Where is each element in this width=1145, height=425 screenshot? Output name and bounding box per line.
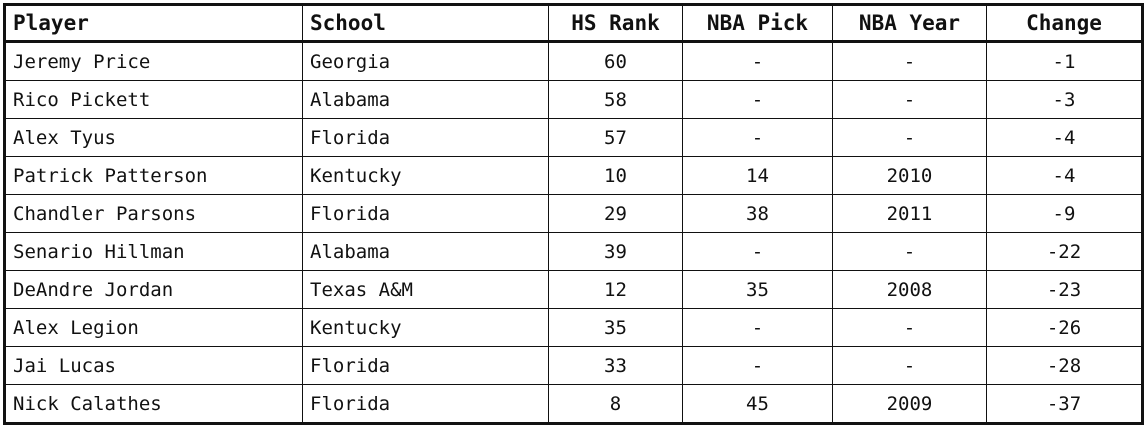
- column-header-player: Player: [3, 3, 303, 43]
- players-table: Player School HS Rank NBA Pick NBA Year …: [3, 3, 1144, 425]
- cell-change: -28: [986, 346, 1144, 385]
- cell-nba-year: 2011: [832, 194, 987, 233]
- cell-change: -22: [986, 232, 1144, 271]
- cell-player: Patrick Patterson: [3, 156, 303, 195]
- cell-player: Alex Legion: [3, 308, 303, 347]
- cell-change: -1: [986, 41, 1144, 81]
- cell-hs-rank: 35: [548, 308, 683, 347]
- cell-nba-year: -: [832, 41, 987, 81]
- cell-school: Florida: [302, 384, 549, 425]
- column-header-change: Change: [986, 3, 1144, 43]
- cell-nba-pick: -: [682, 41, 833, 81]
- cell-school: Georgia: [302, 41, 549, 81]
- column-header-nba-year: NBA Year: [832, 3, 987, 43]
- cell-school: Kentucky: [302, 156, 549, 195]
- cell-player: Senario Hillman: [3, 232, 303, 271]
- cell-player: Alex Tyus: [3, 118, 303, 157]
- cell-nba-year: -: [832, 80, 987, 119]
- table-row: Chandler Parsons Florida 29 38 2011 -9: [3, 194, 1144, 233]
- cell-hs-rank: 58: [548, 80, 683, 119]
- cell-school: Florida: [302, 346, 549, 385]
- cell-hs-rank: 12: [548, 270, 683, 309]
- players-table-container: Player School HS Rank NBA Pick NBA Year …: [3, 3, 1144, 425]
- table-row: Jeremy Price Georgia 60 - - -1: [3, 41, 1144, 81]
- cell-hs-rank: 39: [548, 232, 683, 271]
- cell-nba-pick: 14: [682, 156, 833, 195]
- cell-hs-rank: 57: [548, 118, 683, 157]
- cell-nba-pick: -: [682, 118, 833, 157]
- cell-change: -9: [986, 194, 1144, 233]
- cell-player: DeAndre Jordan: [3, 270, 303, 309]
- cell-change: -4: [986, 156, 1144, 195]
- cell-nba-pick: -: [682, 232, 833, 271]
- table-row: Patrick Patterson Kentucky 10 14 2010 -4: [3, 156, 1144, 195]
- cell-school: Alabama: [302, 80, 549, 119]
- table-header-row: Player School HS Rank NBA Pick NBA Year …: [3, 3, 1144, 43]
- cell-nba-year: 2010: [832, 156, 987, 195]
- cell-change: -26: [986, 308, 1144, 347]
- cell-player: Jai Lucas: [3, 346, 303, 385]
- cell-school: Kentucky: [302, 308, 549, 347]
- table-row: Jai Lucas Florida 33 - - -28: [3, 346, 1144, 385]
- cell-school: Texas A&M: [302, 270, 549, 309]
- table-row: Nick Calathes Florida 8 45 2009 -37: [3, 384, 1144, 425]
- column-header-school: School: [302, 3, 549, 43]
- cell-nba-year: 2009: [832, 384, 987, 425]
- cell-nba-pick: -: [682, 80, 833, 119]
- cell-change: -23: [986, 270, 1144, 309]
- cell-change: -4: [986, 118, 1144, 157]
- table-row: Rico Pickett Alabama 58 - - -3: [3, 80, 1144, 119]
- cell-school: Alabama: [302, 232, 549, 271]
- cell-hs-rank: 60: [548, 41, 683, 81]
- cell-hs-rank: 10: [548, 156, 683, 195]
- cell-nba-pick: 35: [682, 270, 833, 309]
- cell-change: -3: [986, 80, 1144, 119]
- cell-hs-rank: 8: [548, 384, 683, 425]
- cell-player: Rico Pickett: [3, 80, 303, 119]
- cell-player: Chandler Parsons: [3, 194, 303, 233]
- cell-nba-pick: -: [682, 346, 833, 385]
- cell-player: Nick Calathes: [3, 384, 303, 425]
- cell-school: Florida: [302, 118, 549, 157]
- cell-nba-year: -: [832, 118, 987, 157]
- table-row: Alex Legion Kentucky 35 - - -26: [3, 308, 1144, 347]
- column-header-nba-pick: NBA Pick: [682, 3, 833, 43]
- table-row: Alex Tyus Florida 57 - - -4: [3, 118, 1144, 157]
- cell-hs-rank: 33: [548, 346, 683, 385]
- cell-nba-year: -: [832, 232, 987, 271]
- cell-school: Florida: [302, 194, 549, 233]
- column-header-hs-rank: HS Rank: [548, 3, 683, 43]
- cell-player: Jeremy Price: [3, 41, 303, 81]
- table-row: DeAndre Jordan Texas A&M 12 35 2008 -23: [3, 270, 1144, 309]
- table-row: Senario Hillman Alabama 39 - - -22: [3, 232, 1144, 271]
- cell-change: -37: [986, 384, 1144, 425]
- cell-nba-year: -: [832, 308, 987, 347]
- cell-nba-pick: 45: [682, 384, 833, 425]
- cell-nba-year: -: [832, 346, 987, 385]
- cell-hs-rank: 29: [548, 194, 683, 233]
- cell-nba-pick: 38: [682, 194, 833, 233]
- cell-nba-year: 2008: [832, 270, 987, 309]
- cell-nba-pick: -: [682, 308, 833, 347]
